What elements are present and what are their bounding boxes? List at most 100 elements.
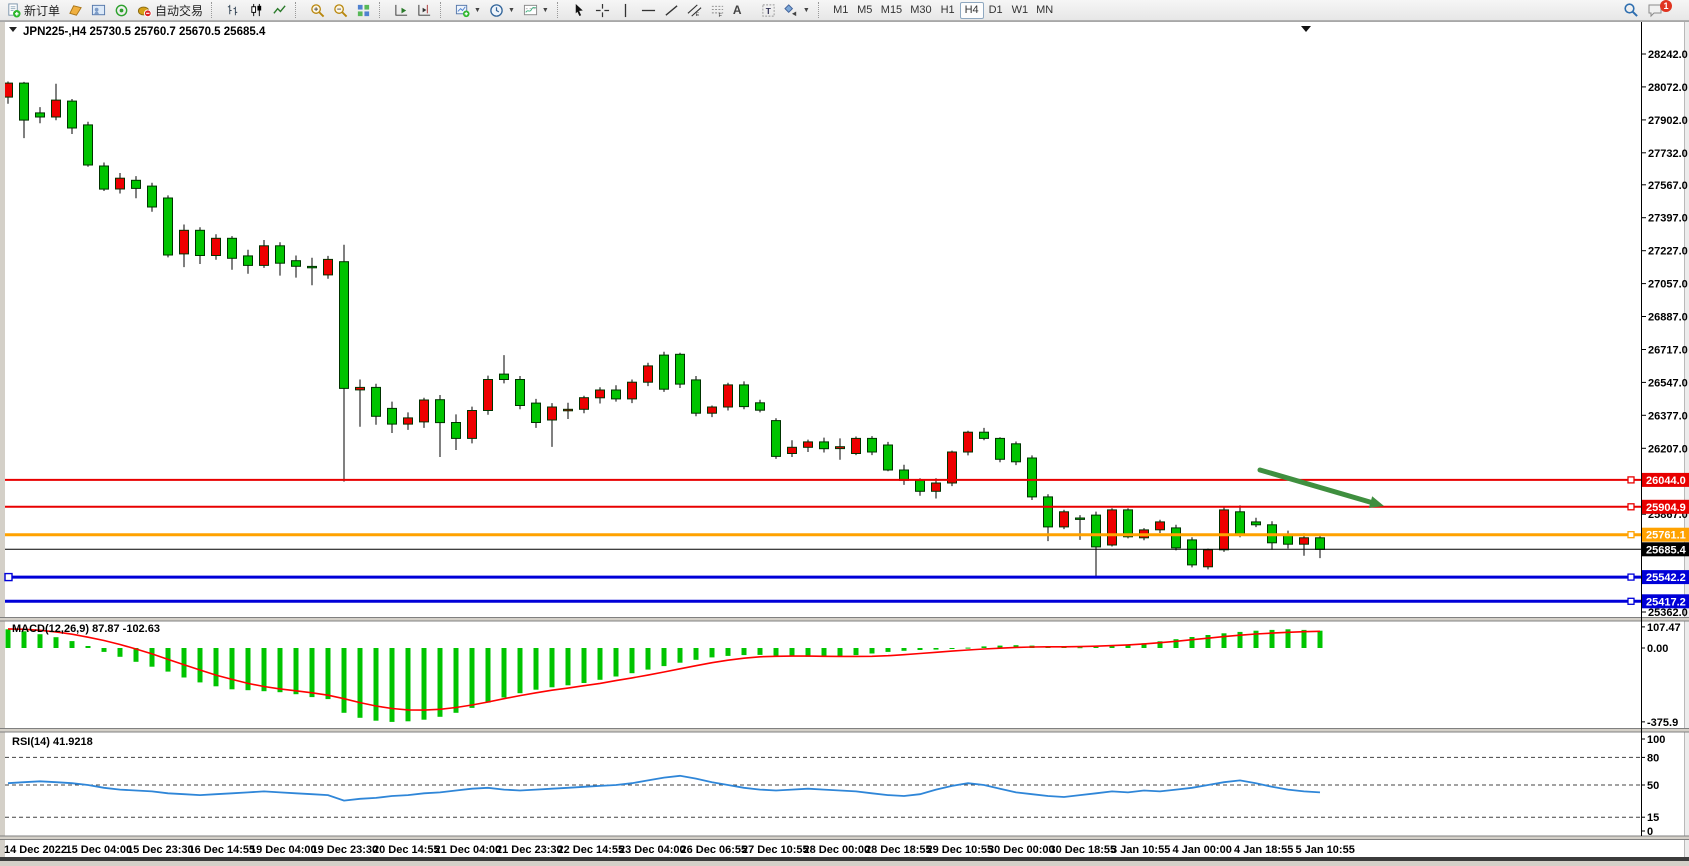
candle-body [899, 469, 909, 481]
new-order-icon [8, 2, 21, 18]
macd-histogram-bar [677, 648, 683, 663]
macd-histogram-bar [661, 648, 667, 667]
bar-chart-button[interactable] [222, 0, 245, 21]
candle-body [1315, 537, 1325, 550]
line-chart-button[interactable] [268, 0, 291, 21]
cursor-tool-button[interactable] [568, 0, 591, 21]
candle-body [1155, 521, 1165, 531]
trendline-tool-button[interactable] [660, 0, 683, 21]
new-order-button[interactable]: 新订单 [2, 0, 64, 21]
timeframe-button-M30[interactable]: M30 [910, 3, 932, 16]
hline-handle[interactable] [1627, 597, 1635, 605]
pane-separator[interactable] [0, 836, 1689, 840]
toolbar-separator [295, 2, 303, 18]
new-chart-button[interactable]: ▼ [451, 0, 485, 21]
macd-histogram-bar [581, 648, 587, 683]
trend-arrow[interactable] [1257, 467, 1375, 506]
zoom-out-button[interactable] [329, 0, 352, 21]
candle-body [1187, 539, 1197, 566]
candle-body [1011, 443, 1021, 463]
candle-body [323, 258, 333, 276]
timeframe-button-M1[interactable]: M1 [833, 3, 849, 16]
date-axis-label: 4 Jan 18:55 [1234, 844, 1293, 856]
crosshair-tool-button[interactable] [591, 0, 614, 21]
horizontal-line-tool-button[interactable] [637, 0, 660, 21]
price-axis-label: 26377.0 [1648, 410, 1688, 422]
tile-windows-button[interactable] [352, 0, 375, 21]
hline-handle[interactable] [1627, 503, 1635, 511]
charts-window-button[interactable] [87, 0, 110, 21]
candle-body [99, 165, 109, 190]
candle-body [1059, 511, 1069, 528]
rsi-line [7, 774, 1321, 802]
macd-histogram-bar [69, 641, 75, 648]
candle-body [1299, 537, 1309, 545]
candle-body [931, 482, 941, 492]
candlestick-chart-button[interactable] [245, 0, 268, 21]
periods-icon [490, 3, 503, 17]
periods-button[interactable]: ▼ [485, 0, 519, 21]
text-icon: A [732, 3, 742, 17]
text-tool-button[interactable]: A [729, 0, 757, 21]
timeframe-button-H4[interactable]: H4 [959, 1, 984, 19]
macd-histogram-bar [773, 648, 779, 656]
candle-body [1043, 496, 1053, 528]
vertical-line-tool-button[interactable] [614, 0, 637, 21]
macd-histogram-bar [965, 647, 971, 649]
pane-separator[interactable] [0, 617, 1689, 622]
templates-button[interactable]: ▼ [519, 0, 553, 21]
auto-scroll-button[interactable] [413, 0, 436, 21]
candle-body [451, 422, 461, 439]
price-axis-label: 27902.0 [1648, 115, 1688, 127]
date-axis-label: 28 Dec 18:55 [865, 844, 932, 856]
timeframe-button-MN[interactable]: MN [1036, 3, 1054, 16]
timeframe-group: M1 M5 M15 M30 H1 H4 D1 W1 MN [829, 1, 1057, 19]
pane-separator[interactable] [0, 728, 1689, 733]
macd-histogram-bar [1285, 629, 1291, 648]
chevron-down-icon: ▼ [802, 6, 810, 14]
hline-tag-label: 26044.0 [1646, 475, 1686, 487]
hline-left-handle[interactable] [4, 572, 13, 582]
macd-histogram-bar [869, 648, 875, 654]
auto-trading-button[interactable]: 自动交易 [133, 0, 207, 21]
chart-shift-button[interactable] [390, 0, 413, 21]
macd-histogram-bar [181, 648, 187, 678]
chart-canvas[interactable]: MACD(12,26,9) 87.87 -102.63 107.47 0.00 -37… [0, 21, 1689, 861]
zoom-in-button[interactable] [306, 0, 329, 21]
community-chat-button[interactable]: 1 [1643, 0, 1683, 21]
market-watch-button[interactable] [64, 0, 87, 21]
timeframe-button-M5[interactable]: M5 [857, 3, 873, 16]
date-axis-label: 21 Dec 04:00 [435, 844, 502, 856]
candle-body [1251, 521, 1261, 526]
chart-shift-marker[interactable] [1301, 26, 1311, 32]
macd-histogram-bar [133, 648, 139, 662]
text-label-tool-button[interactable]: T [757, 0, 780, 21]
timeframe-button-W1[interactable]: W1 [1011, 3, 1029, 16]
bid-tag-label: 25685.4 [1646, 544, 1687, 556]
timeframe-button-M15[interactable]: M15 [880, 3, 903, 16]
svg-text:F: F [718, 13, 722, 18]
candlestick-series [5, 81, 1325, 577]
hline-handle[interactable] [1627, 573, 1635, 581]
chart-symbol-dropdown-icon[interactable] [9, 27, 17, 32]
search-button[interactable] [1619, 0, 1643, 21]
bid-tag [1642, 542, 1689, 557]
auto-scroll-icon [418, 4, 431, 16]
timeframe-button-H1[interactable]: H1 [940, 3, 955, 16]
candle-body [515, 379, 525, 406]
signals-button[interactable] [110, 0, 133, 21]
candle-body [771, 420, 781, 457]
timeframe-button-D1[interactable]: D1 [988, 3, 1003, 16]
candle-body [723, 384, 733, 408]
arrows-tool-button[interactable]: ▼ [780, 0, 814, 21]
macd-histogram-bar [805, 648, 811, 657]
notification-badge[interactable]: 1 [1660, 0, 1672, 12]
hline-handle[interactable] [1627, 531, 1635, 539]
chevron-down-icon: ▼ [541, 6, 549, 14]
candle-body [1219, 509, 1229, 551]
hline-tag-label: 25761.1 [1646, 530, 1686, 542]
macd-histogram-bar [821, 648, 827, 657]
equidistant-channel-tool-button[interactable]: E [683, 0, 706, 21]
hline-handle[interactable] [1627, 476, 1635, 484]
fibonacci-tool-button[interactable]: F [706, 0, 729, 21]
